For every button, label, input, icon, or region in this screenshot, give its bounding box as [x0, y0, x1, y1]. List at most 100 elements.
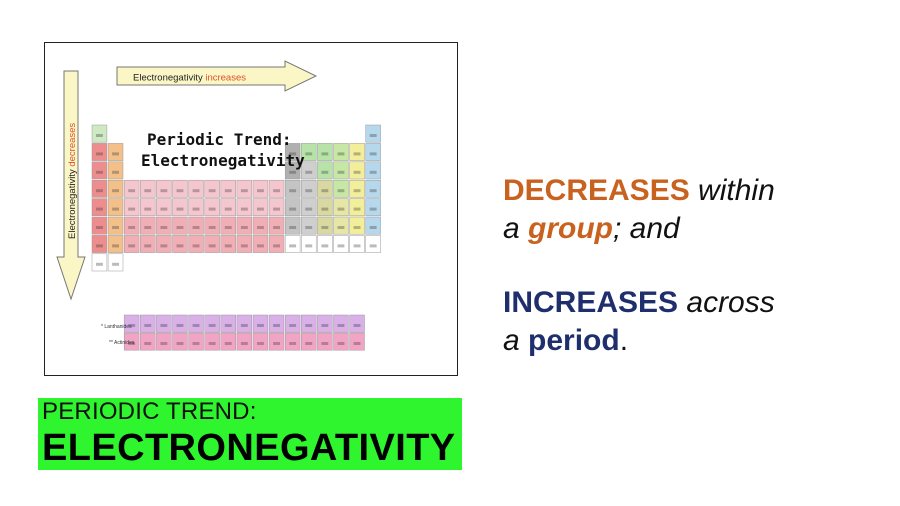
- element-symbol-mark: [353, 342, 361, 345]
- element-symbol-mark: [289, 170, 297, 174]
- element-symbol-mark: [144, 226, 152, 229]
- element-symbol-mark: [160, 342, 168, 345]
- element-symbol-mark: [208, 189, 216, 193]
- increases-prefix: a: [503, 324, 529, 357]
- element-symbol-mark: [321, 342, 329, 345]
- element-symbol-mark: [289, 207, 297, 211]
- element-cell: [365, 124, 381, 143]
- element-symbol-mark: [96, 226, 103, 229]
- element-symbol-mark: [321, 170, 329, 174]
- actinide-cell: [284, 332, 301, 351]
- element-symbol-mark: [305, 324, 313, 327]
- element-symbol-mark: [321, 152, 329, 156]
- element-cell: [317, 143, 333, 161]
- element-symbol-mark: [305, 342, 313, 345]
- element-symbol-mark: [224, 342, 232, 345]
- decreases-keyword: DECREASES: [503, 174, 690, 207]
- element-symbol-mark: [353, 244, 361, 248]
- element-cell: [268, 179, 285, 198]
- element-symbol-mark: [305, 189, 313, 193]
- increases-keyword: INCREASES: [503, 286, 679, 319]
- element-symbol-mark: [176, 342, 184, 345]
- element-symbol-mark: [144, 342, 152, 345]
- element-cell: [301, 161, 317, 180]
- title-line1: PERIODIC TREND:: [42, 398, 257, 425]
- element-symbol-mark: [305, 226, 313, 229]
- actinide-cell: [156, 332, 172, 351]
- element-symbol-mark: [128, 207, 136, 211]
- element-cell: [91, 235, 108, 253]
- element-cell: [107, 235, 124, 253]
- increases-line1: INCREASES across: [503, 284, 883, 322]
- figure-heading-line1: Periodic Trend:: [147, 130, 292, 149]
- actinide-cell: [172, 332, 188, 351]
- element-cell: [107, 253, 124, 272]
- element-cell: [123, 235, 140, 253]
- decreases-line2: a group; and: [503, 210, 883, 248]
- element-symbol-mark: [273, 226, 280, 229]
- element-cell: [284, 179, 301, 198]
- element-symbol-mark: [112, 226, 119, 229]
- element-symbol-mark: [369, 226, 377, 229]
- element-symbol-mark: [128, 189, 136, 193]
- element-symbol-mark: [208, 207, 216, 211]
- element-cell: [284, 216, 301, 235]
- element-cell: [317, 198, 333, 217]
- element-cell: [172, 235, 188, 253]
- element-symbol-mark: [353, 207, 361, 211]
- element-symbol-mark: [353, 226, 361, 229]
- element-symbol-mark: [369, 152, 377, 156]
- element-symbol-mark: [337, 244, 345, 248]
- element-symbol-mark: [305, 170, 313, 174]
- increase-arrow: [116, 60, 318, 92]
- element-symbol-mark: [176, 244, 184, 248]
- element-symbol-mark: [96, 170, 103, 174]
- element-symbol-mark: [240, 324, 248, 327]
- element-cell: [252, 235, 269, 253]
- element-cell: [333, 161, 349, 180]
- element-symbol-mark: [192, 342, 200, 345]
- element-symbol-mark: [192, 189, 200, 193]
- element-cell: [301, 143, 317, 161]
- element-symbol-mark: [273, 324, 280, 327]
- lanthanide-cell: [268, 314, 285, 333]
- element-symbol-mark: [224, 207, 232, 211]
- element-symbol-mark: [273, 207, 280, 211]
- element-cells: [91, 124, 381, 351]
- element-cell: [107, 198, 124, 217]
- element-symbol-mark: [112, 244, 119, 248]
- element-cell: [91, 143, 108, 161]
- element-cell: [204, 216, 220, 235]
- decreases-line1: DECREASES within: [503, 172, 883, 210]
- element-symbol-mark: [112, 262, 119, 266]
- element-symbol-mark: [369, 170, 377, 174]
- element-symbol-mark: [273, 189, 280, 193]
- lanthanide-cell: [284, 314, 301, 333]
- element-symbol-mark: [144, 244, 152, 248]
- element-cell: [188, 198, 204, 217]
- element-symbol-mark: [337, 170, 345, 174]
- element-symbol-mark: [112, 152, 119, 156]
- element-cell: [123, 179, 140, 198]
- element-cell: [220, 235, 236, 253]
- element-symbol-mark: [128, 342, 136, 345]
- actinide-cell: [268, 332, 285, 351]
- element-symbol-mark: [96, 152, 103, 156]
- element-symbol-mark: [353, 324, 361, 327]
- element-symbol-mark: [353, 152, 361, 156]
- element-symbol-mark: [160, 207, 168, 211]
- element-symbol-mark: [257, 324, 264, 327]
- element-symbol-mark: [257, 244, 264, 248]
- periodic-table-svg: Electronegativity increases Electronegat…: [56, 60, 381, 351]
- element-symbol-mark: [96, 262, 103, 266]
- element-cell: [284, 161, 301, 180]
- title-line2: ELECTRONEGATIVITY: [42, 427, 456, 469]
- element-cell: [91, 216, 108, 235]
- lanthanide-cell: [156, 314, 172, 333]
- element-cell: [172, 198, 188, 217]
- element-cell: [236, 216, 253, 235]
- element-symbol-mark: [321, 207, 329, 211]
- increase-arrow-label: Electronegativity increases: [133, 73, 246, 84]
- element-symbol-mark: [273, 342, 280, 345]
- lanthanide-cell: [349, 314, 365, 333]
